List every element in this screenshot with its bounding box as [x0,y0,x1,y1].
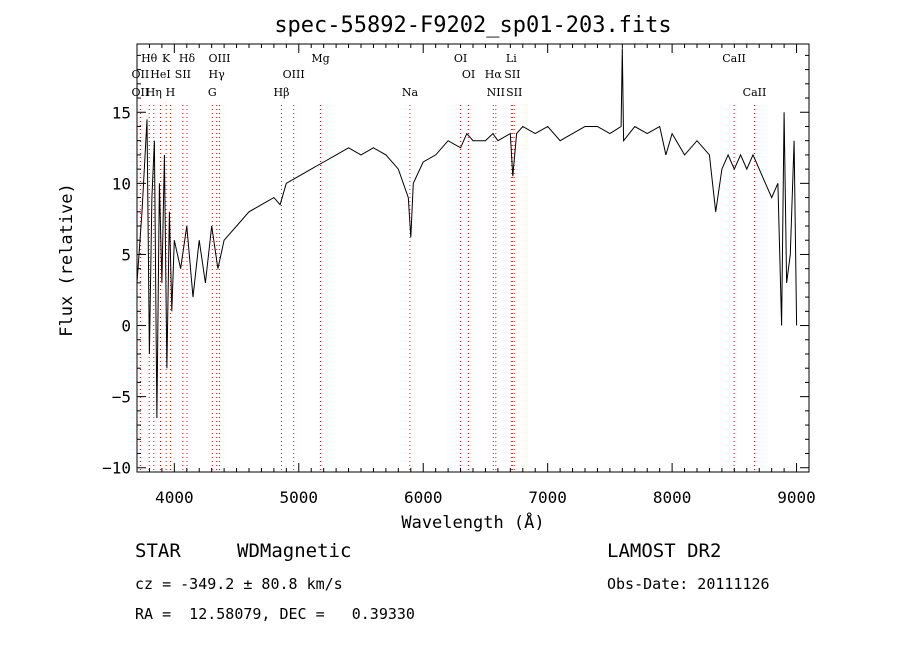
line-label: NII [487,86,505,99]
x-axis-ticks: 4000 5000 6000 7000 8000 9000 [136,44,816,507]
object-class: STAR [135,540,181,562]
redshift-readout: cz = -349.2 ± 80.8 km/s [135,575,343,593]
plot-frame [136,43,810,473]
survey-name: LAMOST DR2 [607,540,722,562]
line-label: K [162,52,171,65]
chart-title: spec-55892-F9202_sp01-203.fits [274,13,671,38]
line-label: G [208,86,217,99]
line-label: SII [506,86,522,99]
line-label: Na [402,86,419,99]
spectrum-series-line [136,48,798,419]
x-tick-label: 6000 [404,488,443,507]
obs-date: Obs-Date: 20111126 [607,575,770,593]
y-axis-label: Flux (relative) [57,183,77,337]
line-label: Hγ [209,68,226,81]
line-label: CaII [722,52,746,65]
x-tick-label: 5000 [280,488,319,507]
spectral-line-markers [139,105,755,472]
y-tick-label: 5 [121,245,131,264]
line-label: OIII [208,52,230,65]
coordinates-readout: RA = 12.58079, DEC = 0.39330 [135,605,415,623]
line-label: Hη [146,86,162,99]
line-label: OII [132,86,150,99]
line-label: OIII [283,68,305,81]
line-label: OII [132,68,150,81]
line-label: Hδ [179,52,196,65]
y-tick-label: 15 [112,103,131,122]
object-subclass: WDMagnetic [237,540,352,562]
x-tick-label: 7000 [528,488,567,507]
line-label: CaII [743,86,767,99]
y-tick-label: −5 [112,388,131,407]
line-label: Li [506,52,517,65]
line-label: SII [175,68,191,81]
line-label: SII [504,68,520,81]
line-label: H [166,86,176,99]
y-tick-label: 0 [121,317,131,336]
x-tick-label: 9000 [777,488,816,507]
line-label: Hθ [141,52,158,65]
line-label: HeI [150,68,170,81]
y-tick-label: −10 [102,459,131,478]
line-label: Hα [485,68,503,81]
line-label: OI [462,68,475,81]
x-tick-label: 8000 [653,488,692,507]
line-label: Mg [311,52,329,65]
line-label: Hβ [274,86,290,99]
x-tick-label: 4000 [155,488,194,507]
y-tick-label: 10 [112,174,131,193]
line-label: OI [454,52,467,65]
y-axis-ticks: −10 −5 0 5 10 15 [102,54,809,478]
x-axis-label: Wavelength (Å) [401,511,544,533]
